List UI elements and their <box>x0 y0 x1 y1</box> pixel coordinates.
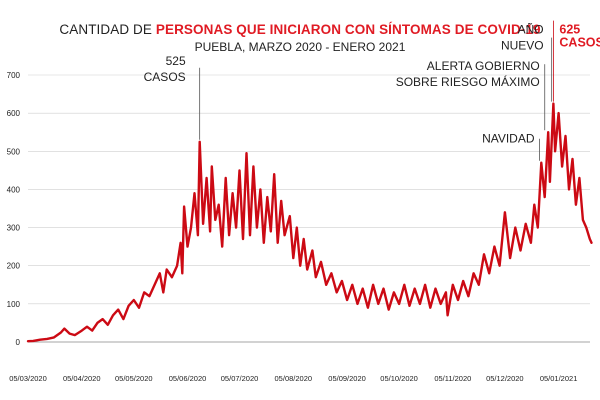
y-tick-label: 0 <box>16 338 21 347</box>
chart-title-highlight: PERSONAS QUE INICIARON CON SÍNTOMAS DE C… <box>155 22 541 37</box>
y-tick-label: 100 <box>7 300 21 309</box>
x-tick-label: 05/12/2020 <box>486 374 524 383</box>
y-tick-label: 700 <box>7 71 21 80</box>
x-tick-label: 05/09/2020 <box>328 374 366 383</box>
chart-title: CANTIDAD DE PERSONAS QUE INICIARON CON S… <box>0 22 600 37</box>
annotation-label: 525 <box>166 54 186 68</box>
x-tick-label: 05/01/2021 <box>540 374 578 383</box>
x-tick-label: 05/03/2020 <box>9 374 47 383</box>
chart-subtitle: PUEBLA, MARZO 2020 - ENERO 2021 <box>194 40 406 54</box>
series-line <box>26 102 593 343</box>
x-tick-label: 05/10/2020 <box>380 374 418 383</box>
x-tick-label: 05/06/2020 <box>169 374 207 383</box>
annotation-label: NUEVO <box>501 39 544 53</box>
grid-lines <box>28 74 590 343</box>
annotation-label: CASOS <box>144 70 186 84</box>
y-tick-label: 200 <box>7 262 21 271</box>
x-tick-label: 05/11/2020 <box>434 374 471 383</box>
series-group <box>26 102 593 343</box>
chart-title-prefix: CANTIDAD DE <box>59 22 152 37</box>
annotation-label: 625 <box>559 23 580 37</box>
y-tick-label: 300 <box>7 224 21 233</box>
x-tick-label: 05/08/2020 <box>275 374 313 383</box>
y-tick-label: 500 <box>7 147 21 156</box>
y-tick-label: 600 <box>7 109 21 118</box>
annotation-label: NAVIDAD <box>482 132 535 146</box>
annotation-label: AÑO <box>518 23 544 37</box>
y-axis: 0 100 200 300 400 500 600 700 <box>7 71 21 347</box>
x-tick-label: 05/04/2020 <box>63 374 101 383</box>
x-axis: 05/03/2020 05/04/2020 05/05/2020 05/06/2020… <box>9 374 577 383</box>
y-tick-label: 400 <box>7 185 21 194</box>
annotation-label: SOBRE RIESGO MÁXIMO <box>396 74 540 89</box>
annotation-label: ALERTA GOBIERNO <box>427 59 540 73</box>
x-tick-label: 05/07/2020 <box>221 374 259 383</box>
annotation-label: CASOS <box>559 36 600 50</box>
x-tick-label: 05/05/2020 <box>115 374 153 383</box>
